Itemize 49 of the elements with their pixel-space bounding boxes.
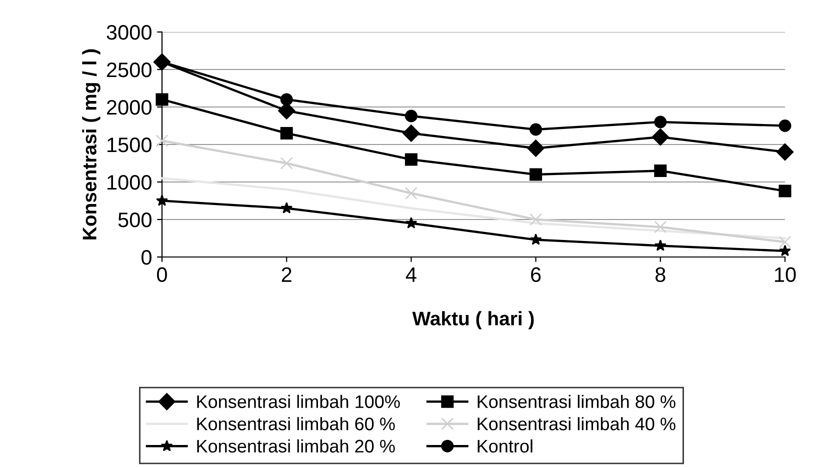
point bbox=[404, 153, 418, 166]
legend-label: Konsentrasi limbah 20 % bbox=[197, 439, 395, 453]
point bbox=[654, 240, 666, 251]
y-axis-title: Konsentrasi ( mg / l ) bbox=[82, 49, 100, 240]
point bbox=[404, 187, 418, 200]
y-tick-label: 1500 bbox=[108, 138, 152, 152]
legend-label: Konsentrasi limbah 80 % bbox=[478, 394, 676, 408]
x-tick-label: 6 bbox=[531, 267, 541, 282]
point bbox=[779, 244, 791, 256]
legend-label: Konsentrasi limbah 100% bbox=[197, 394, 400, 408]
x-tick-label: 0 bbox=[157, 267, 167, 282]
point bbox=[156, 194, 168, 206]
point bbox=[654, 116, 667, 128]
point bbox=[530, 213, 542, 226]
point bbox=[530, 234, 542, 245]
point bbox=[405, 217, 418, 228]
point bbox=[156, 134, 168, 147]
x-tick-label: 10 bbox=[775, 267, 796, 282]
point bbox=[654, 164, 667, 177]
point bbox=[280, 93, 293, 106]
line-series bbox=[160, 177, 786, 240]
point bbox=[156, 93, 168, 106]
point bbox=[776, 143, 794, 161]
point bbox=[654, 220, 667, 234]
point bbox=[652, 128, 669, 146]
y-tick-label: 1000 bbox=[108, 175, 152, 190]
point bbox=[530, 123, 542, 136]
x-tick-label: 2 bbox=[282, 267, 292, 282]
y-tick-label: 2000 bbox=[106, 100, 152, 115]
legend-label: Konsentrasi limbah 60 % bbox=[197, 417, 395, 430]
point bbox=[402, 124, 420, 142]
y-tick-label: 2500 bbox=[106, 62, 152, 78]
point bbox=[530, 168, 542, 181]
legend-label: Kontrol bbox=[478, 439, 532, 453]
point bbox=[404, 110, 418, 122]
x-tick-label: 8 bbox=[656, 267, 666, 282]
y-tick-label: 3000 bbox=[106, 25, 152, 40]
x-tick-label: 4 bbox=[406, 267, 416, 282]
legend-label: Konsentrasi limbah 40 % bbox=[478, 417, 676, 430]
y-tick-label: 0 bbox=[142, 250, 152, 265]
point bbox=[280, 202, 293, 214]
point bbox=[778, 236, 792, 248]
point bbox=[280, 127, 293, 140]
point bbox=[280, 157, 293, 170]
x-axis-title: Waktu ( hari ) bbox=[412, 311, 534, 330]
y-tick-label: 500 bbox=[118, 212, 152, 228]
point bbox=[527, 140, 544, 157]
point bbox=[778, 184, 792, 198]
point bbox=[778, 120, 792, 132]
